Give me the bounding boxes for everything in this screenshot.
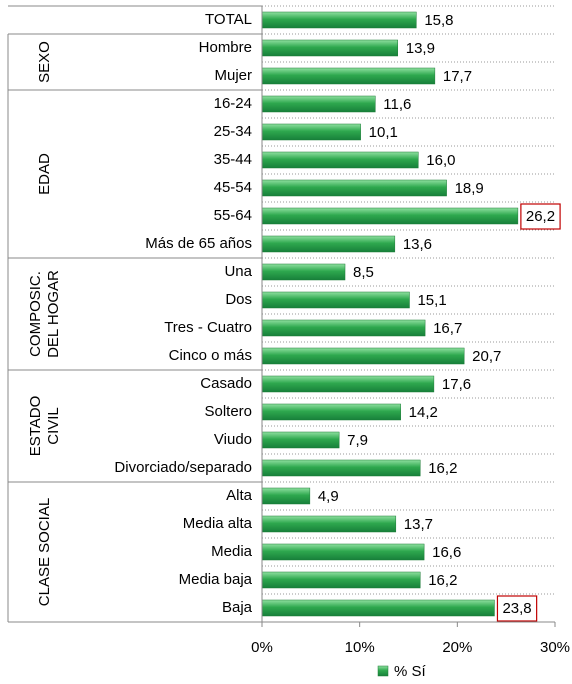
legend-swatch	[377, 665, 389, 677]
value-label: 16,2	[428, 460, 457, 477]
category-label: 55-64	[214, 207, 252, 224]
bar	[261, 207, 519, 225]
category-label: Media alta	[183, 515, 253, 532]
value-label: 16,2	[428, 572, 457, 589]
group-label: CIVIL	[45, 407, 62, 445]
x-tick-label: 30%	[540, 639, 570, 656]
category-label: 25-34	[214, 123, 252, 140]
bar	[261, 431, 340, 449]
value-label: 14,2	[409, 404, 438, 421]
value-label: 20,7	[472, 348, 501, 365]
group-label: SEXO	[36, 41, 53, 83]
bar	[261, 151, 419, 169]
category-label: Mujer	[214, 67, 252, 84]
category-label: Soltero	[204, 403, 252, 420]
highlight-box	[496, 595, 538, 622]
category-label: 16-24	[214, 95, 252, 112]
value-label: 26,2	[526, 208, 555, 225]
group-label: ESTADO	[27, 396, 44, 457]
x-tick-label: 0%	[251, 639, 273, 656]
category-label: Tres - Cuatro	[164, 319, 252, 336]
bar	[261, 263, 346, 281]
x-tick-label: 10%	[345, 639, 375, 656]
bar	[261, 375, 435, 393]
value-label: 15,8	[424, 12, 453, 29]
group-label: CLASE SOCIAL	[36, 498, 53, 606]
value-label: 16,7	[433, 320, 462, 337]
bar	[261, 543, 425, 561]
value-label: 10,1	[369, 124, 398, 141]
bar	[261, 599, 495, 617]
value-label: 16,6	[432, 544, 461, 561]
value-label: 4,9	[318, 488, 339, 505]
category-label: Cinco o más	[169, 347, 252, 364]
category-label: Media baja	[179, 571, 253, 588]
value-label: 18,9	[455, 180, 484, 197]
bar	[261, 403, 401, 421]
value-label: 17,6	[442, 376, 471, 393]
category-label: Hombre	[199, 39, 252, 56]
bar	[261, 179, 447, 197]
highlight-box	[520, 203, 561, 230]
value-label: 11,6	[383, 96, 411, 113]
value-label: 15,1	[417, 292, 446, 309]
value-label: 13,9	[406, 40, 435, 57]
bar	[261, 95, 376, 113]
category-label: Media	[211, 543, 253, 560]
category-label: Más de 65 años	[145, 235, 252, 252]
category-label: Divorciado/separado	[114, 459, 252, 476]
value-label: 13,7	[404, 516, 433, 533]
value-label: 8,5	[353, 264, 374, 281]
value-label: 13,6	[403, 236, 432, 253]
value-label: 7,9	[347, 432, 368, 449]
category-label: 35-44	[214, 151, 252, 168]
category-label: Baja	[222, 599, 253, 616]
bar	[261, 347, 465, 365]
category-label: Dos	[225, 291, 252, 308]
value-label: 23,8	[502, 600, 531, 617]
group-label: COMPOSIC.	[27, 271, 44, 357]
bar	[261, 459, 421, 477]
bar	[261, 123, 361, 141]
bar	[261, 11, 417, 29]
value-label: 17,7	[443, 68, 472, 85]
legend-label: % Sí	[394, 663, 427, 680]
bar	[261, 235, 396, 253]
group-label: DEL HOGAR	[45, 270, 62, 358]
category-label: 45-54	[214, 179, 252, 196]
category-label: Alta	[226, 487, 253, 504]
bar	[261, 39, 399, 57]
bar	[261, 291, 410, 309]
value-label: 16,0	[426, 152, 455, 169]
bar	[261, 319, 426, 337]
bar	[261, 515, 397, 533]
bar	[261, 571, 421, 589]
category-label: Casado	[200, 375, 252, 392]
bar	[261, 487, 311, 505]
x-tick-label: 20%	[442, 639, 472, 656]
category-label: Una	[224, 263, 252, 280]
bar	[261, 67, 436, 85]
group-label: EDAD	[36, 153, 53, 195]
category-label: Viudo	[214, 431, 252, 448]
category-label: TOTAL	[205, 11, 252, 28]
